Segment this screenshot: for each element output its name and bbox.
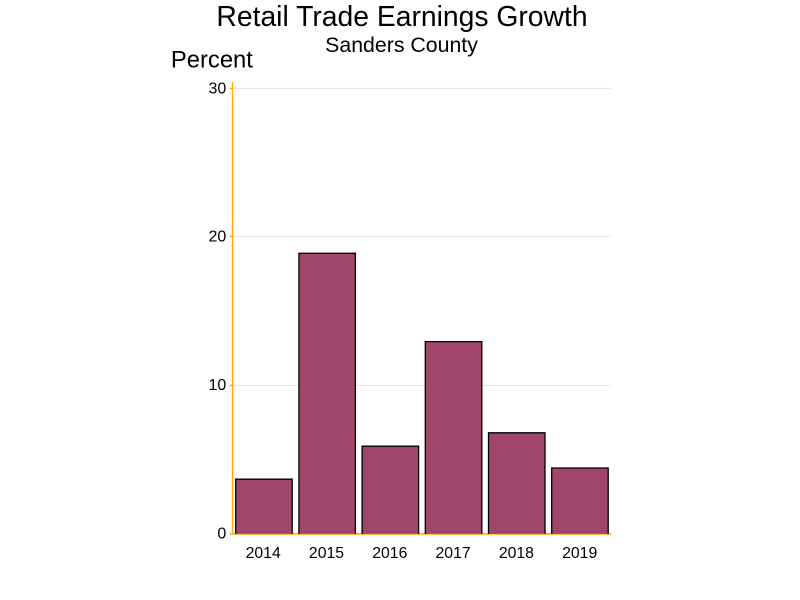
svg-text:2018: 2018 (499, 545, 534, 562)
svg-text:0: 0 (217, 526, 226, 543)
svg-text:20: 20 (209, 229, 227, 246)
svg-text:2016: 2016 (372, 545, 407, 562)
svg-text:2017: 2017 (436, 545, 471, 562)
svg-text:2019: 2019 (562, 545, 597, 562)
svg-text:2014: 2014 (246, 545, 281, 562)
svg-text:Percent: Percent (171, 46, 253, 73)
svg-text:2015: 2015 (309, 545, 344, 562)
svg-text:10: 10 (209, 377, 227, 394)
svg-text:Sanders County: Sanders County (325, 33, 478, 57)
svg-text:Retail Trade Earnings Growth: Retail Trade Earnings Growth (216, 0, 587, 32)
svg-text:30: 30 (209, 81, 227, 98)
